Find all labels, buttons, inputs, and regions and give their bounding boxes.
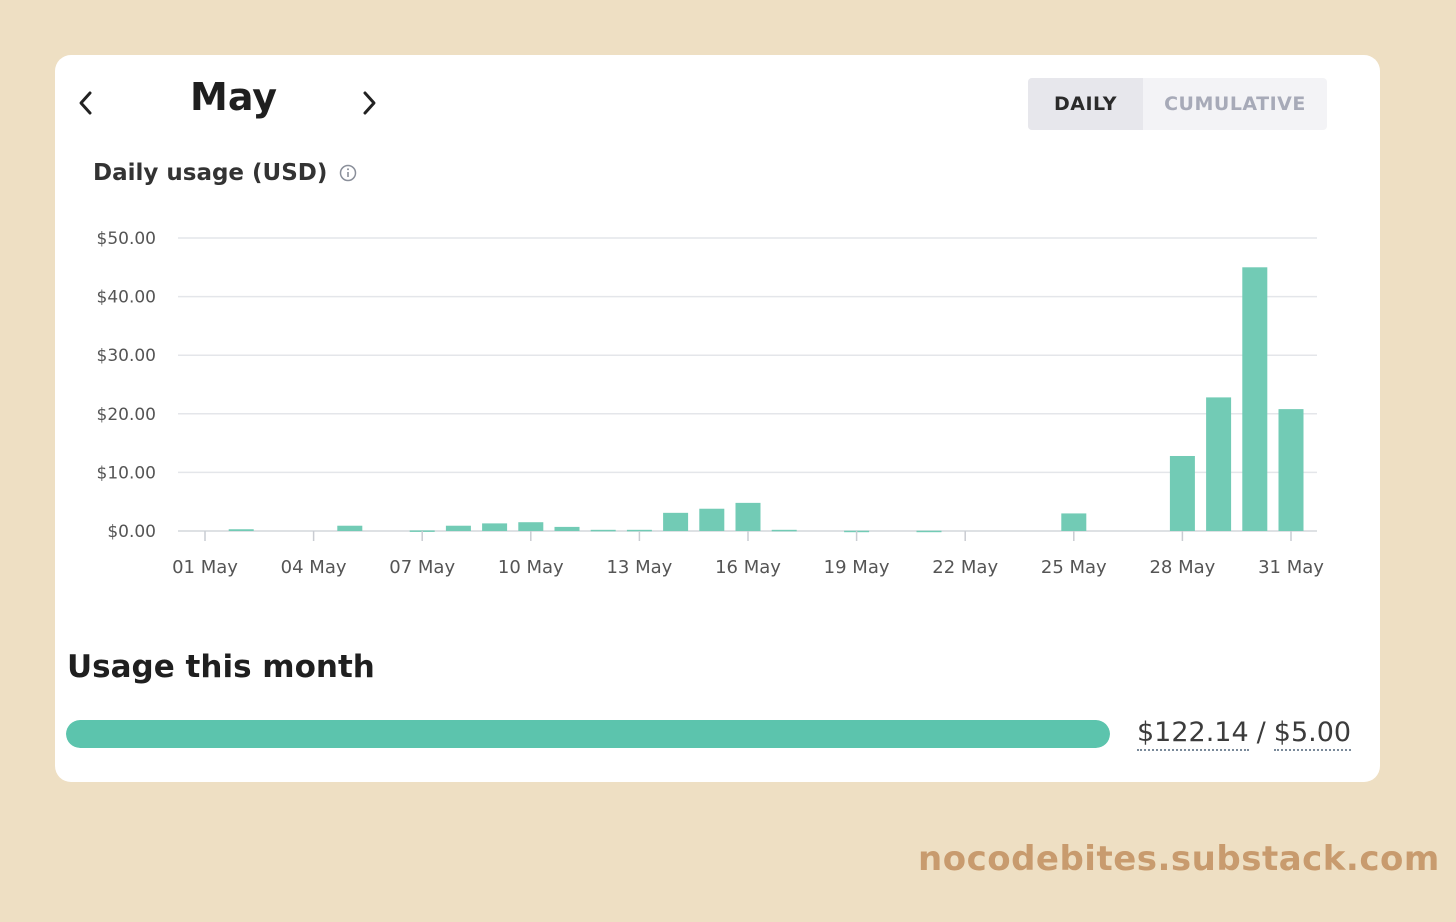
y-tick-label: $40.00 xyxy=(97,288,156,308)
chevron-left-icon xyxy=(79,91,92,115)
chevron-right-icon xyxy=(363,91,376,115)
chart-heading: Daily usage (USD) xyxy=(93,160,357,186)
usage-card: May DAILY CUMULATIVE Daily usage (USD) $… xyxy=(55,55,1380,782)
bar-day-28[interactable] xyxy=(1169,455,1195,531)
x-tick-label: 07 May xyxy=(389,557,455,578)
x-tick-label: 16 May xyxy=(715,557,781,578)
bar-day-10[interactable] xyxy=(518,522,544,531)
cumulative-toggle-button[interactable]: CUMULATIVE xyxy=(1164,93,1306,115)
y-tick-label: $20.00 xyxy=(97,405,156,425)
x-tick-label: 01 May xyxy=(172,557,238,578)
chart-title: Daily usage (USD) xyxy=(93,160,328,186)
usage-progress-bar xyxy=(66,720,1110,748)
daily-usage-chart: $50.00 $40.00 $30.00 $20.00 $10.00 $0.00 01 M… xyxy=(97,229,1325,578)
bar-day-9[interactable] xyxy=(482,523,508,531)
month-title: May xyxy=(190,75,278,119)
x-tick-label: 13 May xyxy=(606,557,672,578)
bar-day-5[interactable] xyxy=(337,525,363,531)
x-tick-label: 10 May xyxy=(498,557,564,578)
usage-separator: / xyxy=(1256,717,1266,748)
bar-day-21[interactable] xyxy=(916,530,942,533)
usage-this-month-title: Usage this month xyxy=(67,649,375,685)
bar-day-11[interactable] xyxy=(554,526,580,531)
chart-bars xyxy=(228,267,1304,533)
bar-day-13[interactable] xyxy=(626,529,652,532)
view-toggle: DAILY CUMULATIVE xyxy=(1028,78,1327,130)
prev-month-button[interactable] xyxy=(68,85,104,121)
bar-day-8[interactable] xyxy=(445,525,471,531)
usage-used-value[interactable]: $122.14 xyxy=(1137,717,1249,751)
usage-limit-value[interactable]: $5.00 xyxy=(1273,717,1352,751)
bar-day-17[interactable] xyxy=(771,529,797,532)
bar-day-12[interactable] xyxy=(590,529,616,532)
usage-progress-fill xyxy=(66,720,1110,748)
x-tick-label: 25 May xyxy=(1041,557,1107,578)
y-tick-label: $50.00 xyxy=(97,229,156,249)
y-tick-label: $0.00 xyxy=(107,522,156,542)
bar-day-30[interactable] xyxy=(1242,267,1268,531)
daily-toggle-button[interactable]: DAILY xyxy=(1028,78,1143,130)
x-tick-label: 22 May xyxy=(932,557,998,578)
bar-day-31[interactable] xyxy=(1278,409,1304,531)
chart-gridlines xyxy=(178,237,1317,532)
info-icon[interactable] xyxy=(339,164,357,182)
bar-day-16[interactable] xyxy=(735,502,761,531)
x-tick-label: 04 May xyxy=(281,557,347,578)
x-tick-label: 19 May xyxy=(824,557,890,578)
y-tick-label: $30.00 xyxy=(97,346,156,366)
usage-amount: $122.14 / $5.00 xyxy=(1137,717,1352,751)
x-tick-label: 28 May xyxy=(1149,557,1215,578)
bar-day-14[interactable] xyxy=(663,512,689,531)
chart-x-axis: 01 May 04 May 07 May 10 May 13 May 16 May 19 M… xyxy=(172,531,1324,578)
bar-day-2[interactable] xyxy=(228,529,254,531)
x-tick-label: 31 May xyxy=(1258,557,1324,578)
watermark-text: nocodebites.substack.com xyxy=(918,839,1440,879)
y-tick-label: $10.00 xyxy=(97,463,156,483)
bar-day-25[interactable] xyxy=(1061,513,1087,531)
bar-day-29[interactable] xyxy=(1206,397,1232,531)
next-month-button[interactable] xyxy=(351,85,387,121)
bar-day-15[interactable] xyxy=(699,508,725,531)
chart-y-axis: $50.00 $40.00 $30.00 $20.00 $10.00 $0.00 xyxy=(97,229,156,542)
